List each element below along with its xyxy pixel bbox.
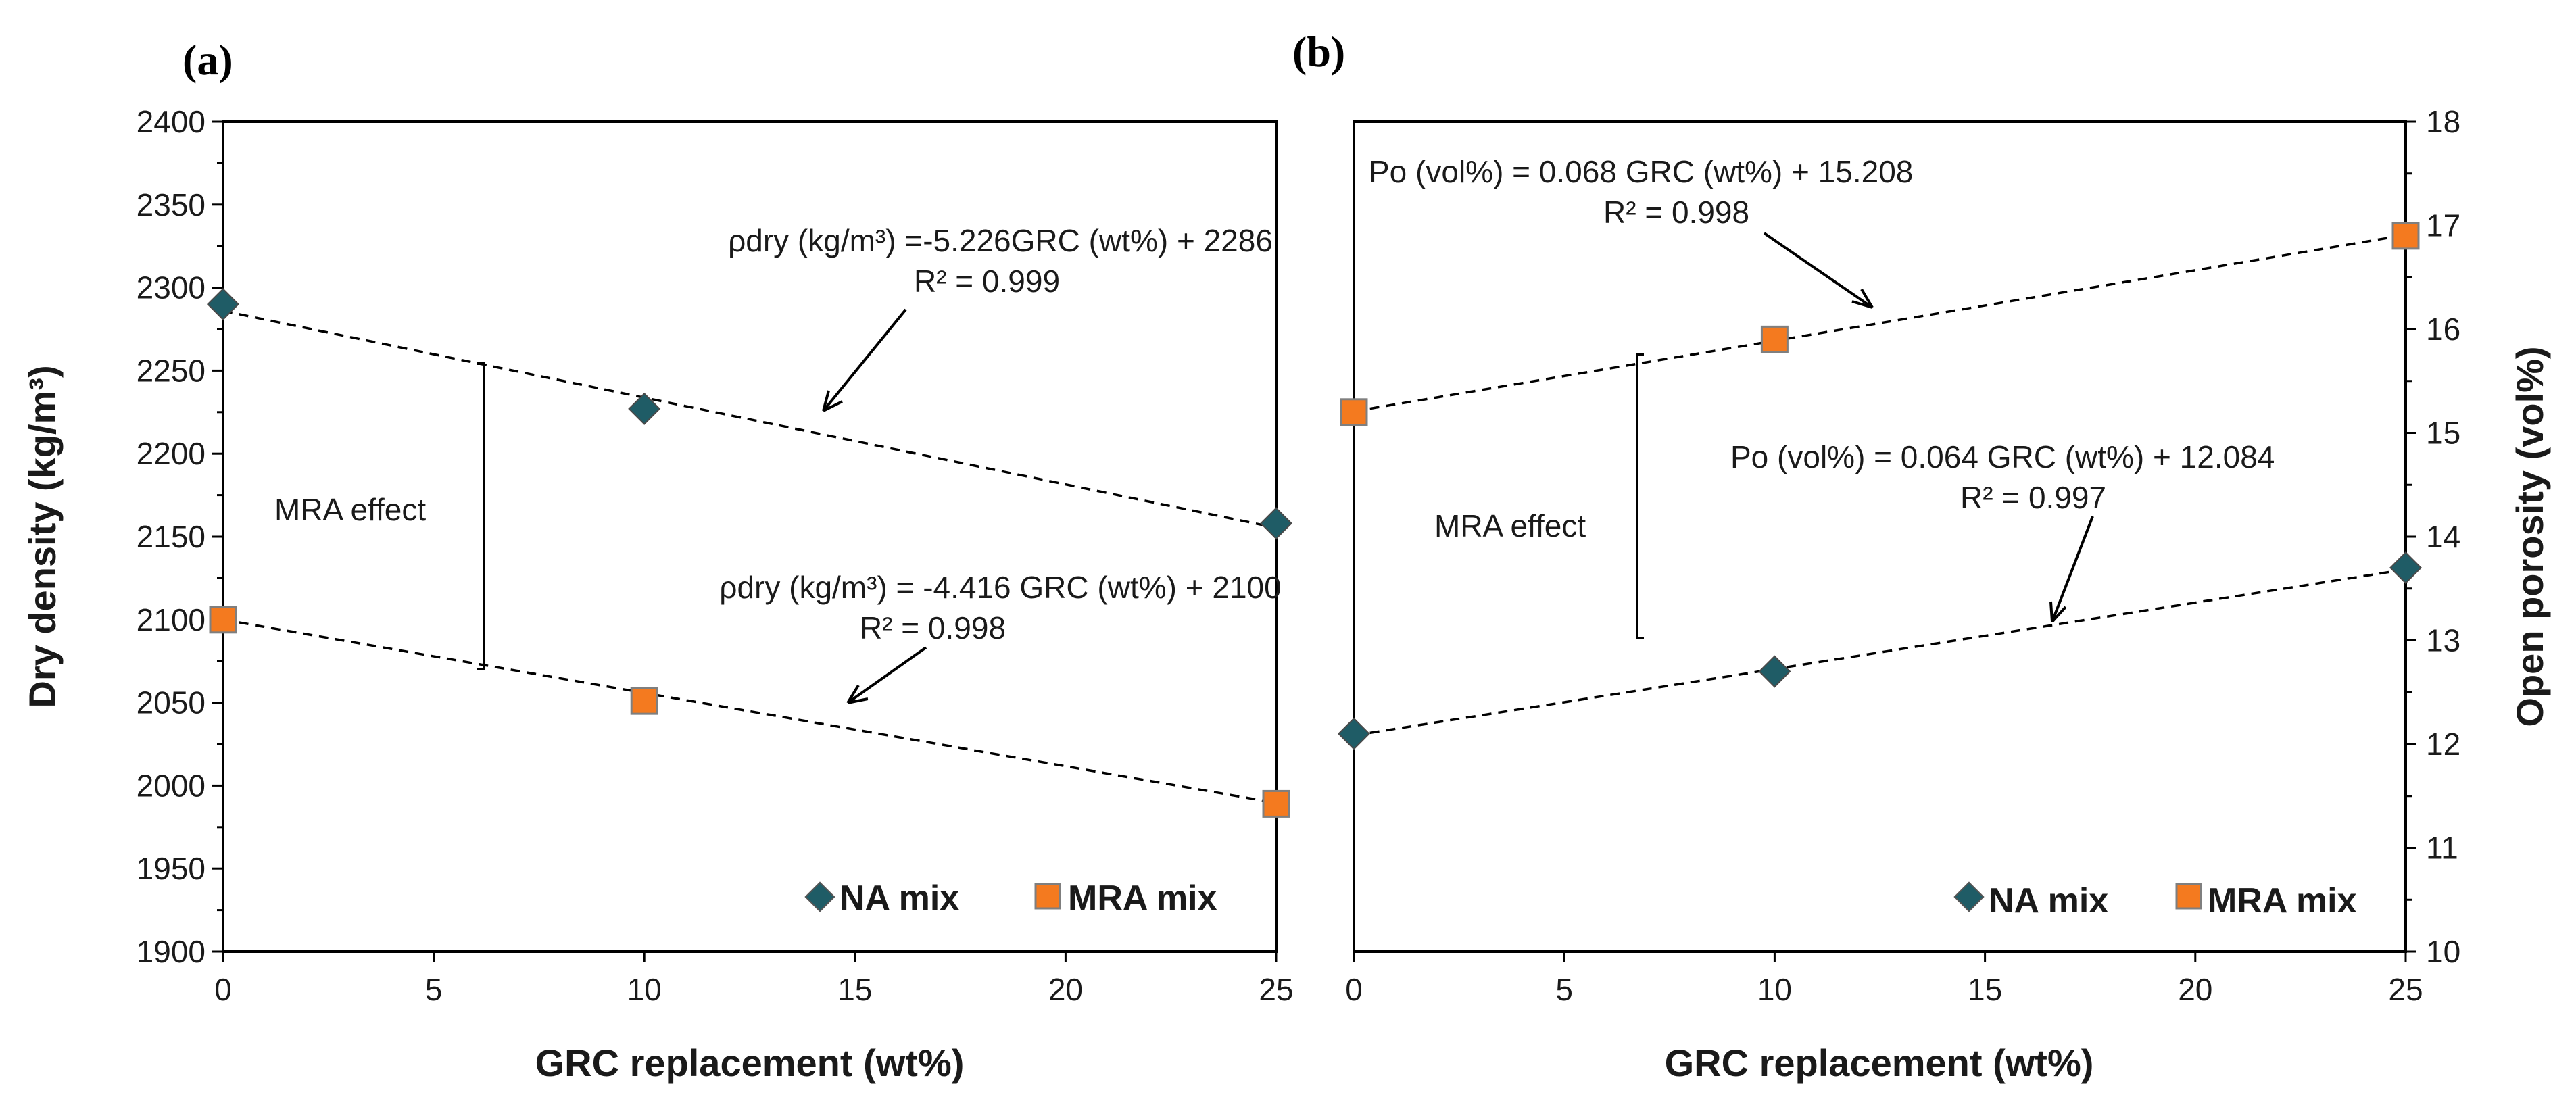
panel-a-x-tick-label: 20 — [1048, 972, 1083, 1007]
panel-b-na-arrowhead — [2049, 601, 2067, 623]
panel-b-y-tick-label: 13 — [2426, 623, 2460, 658]
panel-b-y-tick-label: 10 — [2426, 934, 2460, 969]
panel-b-y-ticks: 10 11 12 13 14 15 16 17 18 — [2406, 104, 2460, 969]
panel-b-legend-mra-marker — [2175, 883, 2202, 910]
panel-a-y-tick-label: 2100 — [137, 602, 205, 637]
panel-a-x-tick-label: 10 — [627, 972, 662, 1007]
panel-b-mra-effect-bracket — [1636, 353, 1644, 639]
panel-a-y-tick-label: 2400 — [137, 104, 205, 139]
panel-a-mra-point — [630, 687, 658, 715]
panel-b-y-tick-label: 16 — [2426, 312, 2460, 347]
panel-a-na-point — [206, 288, 240, 321]
panel-a-mra-point — [209, 606, 237, 634]
panel-b-mra-point — [2391, 222, 2420, 250]
panel-b-x-ticks: 0 5 10 15 20 25 — [1345, 952, 2423, 1007]
panel-a-na-point — [628, 392, 661, 425]
panel-b-mra-equation: Po (vol%) = 0.068 GRC (wt%) + 15.208 — [1369, 154, 1913, 189]
panel-a-x-tick-label: 15 — [837, 972, 872, 1007]
panel-a-legend-mra-marker — [1034, 883, 1061, 910]
panel-a-mra-point — [1262, 789, 1290, 818]
panel-b-y-tick-label: 17 — [2426, 208, 2460, 243]
panel-b-na-r2: R² = 0.997 — [1960, 480, 2106, 515]
panel-b-data-points — [1337, 222, 2423, 750]
panel-a-na-point — [1259, 507, 1293, 540]
panel-b-mra-point — [1760, 325, 1789, 353]
panel-b-x-tick-label: 20 — [2178, 972, 2212, 1007]
panel-a-legend-na-label: NA mix — [840, 879, 959, 918]
panel-a-na-arrow — [822, 308, 907, 412]
panel-b-na-point — [1337, 717, 1371, 750]
panel-a-x-tick-label: 5 — [425, 972, 443, 1007]
panel-a-legend: NA mix MRA mix — [804, 879, 1217, 918]
panel-b-y-tick-label: 18 — [2426, 104, 2460, 139]
panel-b-x-axis-title: GRC replacement (wt%) — [1665, 1041, 2094, 1084]
panel-a-na-trendline — [222, 310, 1277, 529]
panel-a-x-ticks: 0 5 10 15 20 25 — [214, 952, 1294, 1007]
panel-a-legend-mra-label: MRA mix — [1068, 879, 1217, 918]
panel-b-mra-effect-label: MRA effect — [1434, 508, 1586, 543]
panel-a-y-tick-label: 2000 — [137, 768, 205, 803]
panel-a-x-axis-title: GRC replacement (wt%) — [535, 1041, 965, 1084]
panel-a-x-tick-label: 25 — [1259, 972, 1293, 1007]
panel-b-mra-r2: R² = 0.998 — [1603, 195, 1749, 230]
panel-a-y-tick-label: 2250 — [137, 353, 205, 388]
panel-b-x-tick-label: 10 — [1757, 972, 1792, 1007]
panel-a: (a) 190019502000205021002150220022502300… — [21, 36, 1294, 1084]
panel-a-label: (a) — [183, 36, 233, 84]
panel-a-y-tick-label: 2050 — [137, 685, 205, 720]
panel-a-y-ticks: 1900 1950 2000 2050 2100 2150 2200 2250 2300 2350… — [137, 104, 223, 969]
panel-b-legend-na-marker — [1953, 881, 1985, 912]
panel-b-na-equation: Po (vol%) = 0.064 GRC (wt%) + 12.084 — [1730, 439, 2275, 474]
panel-b-na-point — [2389, 552, 2423, 585]
panel-a-mra-arrowhead — [846, 684, 869, 704]
panel-b-y-tick-label: 14 — [2426, 519, 2460, 554]
panel-b-mra-point — [1340, 398, 1368, 426]
panel-a-data-points — [206, 288, 1293, 818]
panel-a-y-tick-label: 2300 — [137, 270, 205, 305]
panel-b-x-tick-label: 25 — [2388, 972, 2423, 1007]
panel-a-na-r2: R² = 0.999 — [914, 264, 1060, 299]
panel-a-y-axis-title: Dry density (kg/m³) — [21, 365, 64, 708]
panel-b-legend: NA mix MRA mix — [1953, 881, 2357, 921]
panel-a-mra-trendline — [222, 618, 1277, 804]
panel-a-y-tick-label: 2150 — [137, 519, 205, 554]
panel-b-legend-na-label: NA mix — [1989, 881, 2108, 921]
panel-b-mra-arrow — [1763, 232, 1874, 309]
panel-b-na-point — [1758, 655, 1791, 688]
panel-a-mra-r2: R² = 0.998 — [860, 610, 1006, 645]
panel-a-mra-effect-bracket — [477, 362, 485, 670]
panel-a-y-tick-label: 2200 — [137, 436, 205, 471]
panel-b-na-arrow — [2051, 516, 2094, 622]
panel-b-y-axis-title: Open porosity (vol%) — [2508, 346, 2551, 727]
panel-b-legend-mra-label: MRA mix — [2208, 881, 2357, 921]
panel-a-mra-arrow — [846, 646, 927, 704]
panel-a-legend-na-marker — [804, 881, 835, 912]
panel-b-mra-trendline — [1353, 233, 2406, 413]
panel-b-na-trendline — [1353, 568, 2406, 737]
panel-b-x-tick-label: 0 — [1345, 972, 1363, 1007]
panel-b: (b) 10 11 12 13 14 15 16 17 18 0 5 10 15 20 25 Open p… — [1292, 28, 2551, 1084]
panel-b-x-tick-label: 5 — [1555, 972, 1573, 1007]
panel-a-mra-effect-label: MRA effect — [274, 492, 426, 527]
panel-a-na-equation: ρdry (kg/m³) =-5.226GRC (wt%) + 2286 — [728, 223, 1273, 258]
panel-b-x-tick-label: 15 — [1968, 972, 2002, 1007]
panel-a-na-arrowhead — [822, 390, 843, 412]
panel-b-y-tick-label: 15 — [2426, 416, 2460, 451]
panel-a-x-tick-label: 0 — [214, 972, 232, 1007]
panel-b-mra-arrowhead — [1851, 288, 1874, 309]
panel-a-y-tick-label: 1900 — [137, 934, 205, 969]
panel-b-y-tick-label: 12 — [2426, 727, 2460, 762]
panel-b-label: (b) — [1292, 28, 1345, 76]
panel-b-y-tick-label: 11 — [2426, 831, 2458, 866]
panel-a-y-tick-label: 2350 — [137, 187, 205, 222]
panel-a-y-tick-label: 1950 — [137, 851, 205, 886]
panel-a-mra-equation: ρdry (kg/m³) = -4.416 GRC (wt%) + 2100 — [719, 570, 1281, 605]
